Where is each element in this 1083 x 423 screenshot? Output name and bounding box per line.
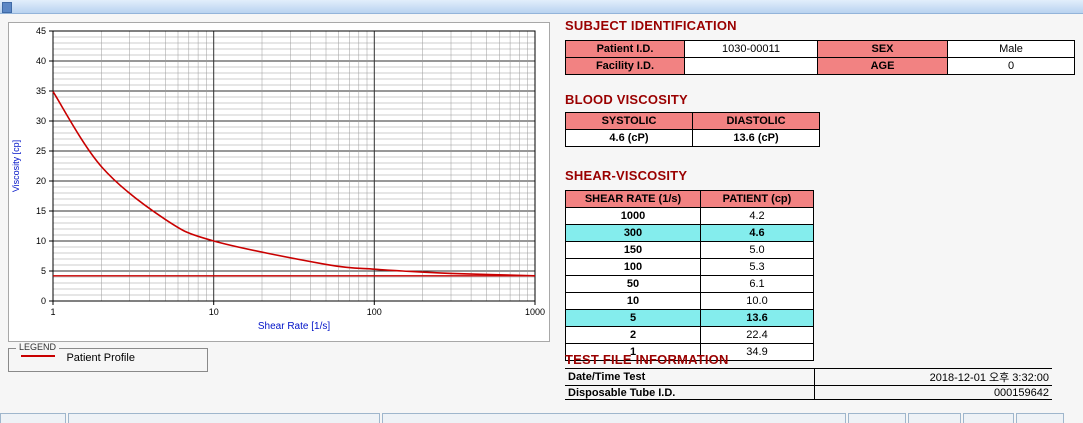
svg-text:0: 0 bbox=[41, 296, 46, 306]
diastolic-value: 13.6 (cP) bbox=[692, 129, 820, 147]
bottom-panel-6 bbox=[963, 413, 1014, 423]
shear-viscosity-title: SHEAR-VISCOSITY bbox=[565, 168, 688, 183]
bottom-panel-2 bbox=[68, 413, 380, 423]
shear-viscosity-table: SHEAR RATE (1/s) PATIENT (cp) 1000 4.2 300… bbox=[565, 190, 814, 361]
svg-text:45: 45 bbox=[36, 26, 46, 36]
window-titlebar bbox=[0, 0, 1083, 14]
blood-viscosity-table: SYSTOLIC DIASTOLIC 4.6 (cP) 13.6 (cP) bbox=[565, 112, 820, 147]
subject-row: Facility I.D. AGE 0 bbox=[565, 57, 1075, 75]
patient-profile-curve bbox=[52, 91, 536, 277]
blood-viscosity-title: BLOOD VISCOSITY bbox=[565, 92, 688, 107]
svg-text:1: 1 bbox=[50, 307, 55, 317]
sex-label: SEX bbox=[817, 40, 948, 58]
shear-viscosity-row: 5 13.6 bbox=[565, 309, 814, 327]
shear-viscosity-header-row: SHEAR RATE (1/s) PATIENT (cp) bbox=[565, 190, 814, 208]
legend-title: LEGEND bbox=[16, 342, 60, 352]
svg-text:30: 30 bbox=[36, 116, 46, 126]
patient-viscosity-cell: 13.6 bbox=[700, 309, 814, 327]
shear-rate-cell: 300 bbox=[565, 224, 701, 242]
patient-viscosity-cell: 6.1 bbox=[700, 275, 814, 293]
svg-text:5: 5 bbox=[41, 266, 46, 276]
svg-text:10: 10 bbox=[209, 307, 219, 317]
legend-series-label: Patient Profile bbox=[66, 351, 135, 364]
svg-text:25: 25 bbox=[36, 146, 46, 156]
blood-viscosity-value-row: 4.6 (cP) 13.6 (cP) bbox=[565, 129, 820, 147]
sex-value: Male bbox=[947, 40, 1075, 58]
patient-viscosity-cell: 34.9 bbox=[700, 343, 814, 361]
shear-rate-cell: 2 bbox=[565, 326, 701, 344]
blood-viscosity-header-row: SYSTOLIC DIASTOLIC bbox=[565, 112, 820, 130]
patient-viscosity-cell: 10.0 bbox=[700, 292, 814, 310]
patient-viscosity-cell: 4.2 bbox=[700, 207, 814, 225]
subject-identification-title: SUBJECT IDENTIFICATION bbox=[565, 18, 737, 33]
shear-viscosity-row: 10 10.0 bbox=[565, 292, 814, 310]
shear-rate-cell: 1 bbox=[565, 343, 701, 361]
test-info-row: Disposable Tube I.D. 000159642 bbox=[565, 385, 1052, 400]
svg-text:20: 20 bbox=[36, 176, 46, 186]
viscosity-chart: 0 5 10 15 20 25 30 35 40 45 1 10 100 1000 Shear Rate [… bbox=[11, 26, 545, 332]
shear-viscosity-row: 300 4.6 bbox=[565, 224, 814, 242]
svg-text:100: 100 bbox=[367, 307, 382, 317]
bottom-panel-1 bbox=[0, 413, 66, 423]
patient-viscosity-cell: 4.6 bbox=[700, 224, 814, 242]
bottom-panel-5 bbox=[908, 413, 961, 423]
shear-viscosity-row: 150 5.0 bbox=[565, 241, 814, 259]
svg-text:35: 35 bbox=[36, 86, 46, 96]
shear-rate-cell: 50 bbox=[565, 275, 701, 293]
viscosity-graph-panel: 0 5 10 15 20 25 30 35 40 45 1 10 100 1000 Shear Rate [… bbox=[8, 22, 550, 342]
shear-rate-cell: 1000 bbox=[565, 207, 701, 225]
patient-viscosity-cell: 5.0 bbox=[700, 241, 814, 259]
patient-id-label: Patient I.D. bbox=[565, 40, 685, 58]
date-time-test-label: Date/Time Test bbox=[565, 368, 815, 386]
shear-viscosity-row: 100 5.3 bbox=[565, 258, 814, 276]
shear-viscosity-row: 1000 4.2 bbox=[565, 207, 814, 225]
age-label: AGE bbox=[817, 57, 948, 75]
patient-cp-header: PATIENT (cp) bbox=[700, 190, 814, 208]
disposable-tube-id-label: Disposable Tube I.D. bbox=[565, 385, 815, 400]
svg-text:10: 10 bbox=[36, 236, 46, 246]
patient-profile-line-swatch bbox=[21, 355, 55, 358]
shear-viscosity-row: 50 6.1 bbox=[565, 275, 814, 293]
systolic-header: SYSTOLIC bbox=[565, 112, 693, 130]
diastolic-header: DIASTOLIC bbox=[692, 112, 820, 130]
svg-text:40: 40 bbox=[36, 56, 46, 66]
bottom-panel-4 bbox=[848, 413, 906, 423]
shear-viscosity-row: 2 22.4 bbox=[565, 326, 814, 344]
disposable-tube-id-value: 000159642 bbox=[814, 385, 1052, 400]
test-info-row: Date/Time Test 2018-12-01 오후 3:32:00 bbox=[565, 368, 1052, 386]
bottom-panel-7 bbox=[1016, 413, 1064, 423]
age-value: 0 bbox=[947, 57, 1075, 75]
facility-id-label: Facility I.D. bbox=[565, 57, 685, 75]
test-file-information-table: Date/Time Test 2018-12-01 오후 3:32:00 Dis… bbox=[565, 368, 1052, 400]
patient-viscosity-cell: 5.3 bbox=[700, 258, 814, 276]
patient-id-value: 1030-00011 bbox=[684, 40, 818, 58]
svg-text:15: 15 bbox=[36, 206, 46, 216]
facility-id-value bbox=[684, 57, 818, 75]
shear-rate-cell: 10 bbox=[565, 292, 701, 310]
shear-rate-cell: 5 bbox=[565, 309, 701, 327]
subject-row: Patient I.D. 1030-00011 SEX Male bbox=[565, 40, 1075, 58]
systolic-value: 4.6 (cP) bbox=[565, 129, 693, 147]
bottom-panel-3 bbox=[382, 413, 846, 423]
x-axis-label: Shear Rate [1/s] bbox=[258, 321, 330, 332]
patient-viscosity-cell: 22.4 bbox=[700, 326, 814, 344]
shear-viscosity-row: 1 34.9 bbox=[565, 343, 814, 361]
window-menu-icon[interactable] bbox=[2, 2, 12, 13]
chart-legend: LEGEND Patient Profile bbox=[8, 342, 208, 372]
shear-rate-cell: 100 bbox=[565, 258, 701, 276]
shear-rate-header: SHEAR RATE (1/s) bbox=[565, 190, 701, 208]
test-file-information-title: TEST FILE INFORMATION bbox=[565, 352, 729, 367]
date-time-test-value: 2018-12-01 오후 3:32:00 bbox=[814, 368, 1052, 386]
y-axis-label: Viscosity [cp] bbox=[11, 140, 21, 192]
subject-identification-table: Patient I.D. 1030-00011 SEX Male Facilit… bbox=[565, 40, 1075, 75]
shear-rate-cell: 150 bbox=[565, 241, 701, 259]
svg-text:1000: 1000 bbox=[525, 307, 545, 317]
